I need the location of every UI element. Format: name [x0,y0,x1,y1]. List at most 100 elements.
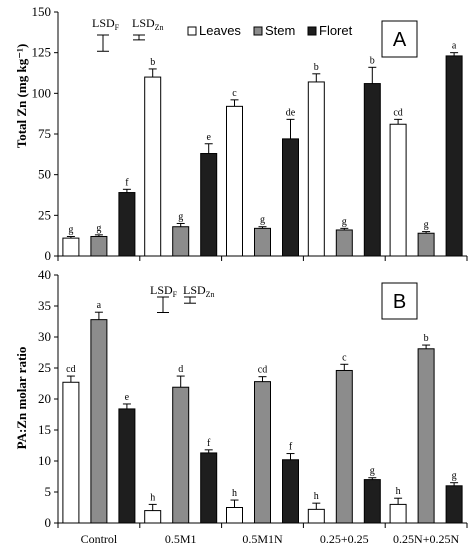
panel-b-significance-letter: e [125,392,130,403]
panel-b-significance-letter: cd [66,364,75,375]
panel-b-bar-leaves [144,510,162,524]
panel-a-significance-letter: g [342,216,347,227]
panel-b-bar-floret [363,479,381,524]
panel-b-bar-floret [282,459,299,524]
panel-b-category-label: 0.5M1N [242,532,283,546]
panel-a-bar-leaves [389,123,407,257]
panel-a-significance-letter: b [314,62,319,73]
panel-a-bar-leaves [226,105,243,257]
panel-a-significance-letter: b [150,57,155,68]
panel-b-significance-letter: cd [258,365,267,376]
panel-a-significance-letter: c [232,88,237,99]
panel-b-significance-letter: h [150,492,155,503]
panel-b-significance-letter: d [178,364,183,375]
lsd-f-label: LSDF [92,16,120,32]
panel-a-bar-floret [445,55,463,257]
lsd-zn-label: LSDZn [132,16,164,32]
panel-a-y-tick-label: 100 [32,85,52,100]
panel-a-y-tick-label: 25 [38,207,51,222]
panel-b-category-label: Control [81,532,118,546]
panel-a-bar-floret [118,192,136,257]
panel-b-y-tick-label: 30 [38,329,51,344]
panel-b-category-label: 0.5M1 [165,532,197,546]
panel-b-significance-letter: f [207,438,211,449]
panel-a-y-tick-label: 50 [38,167,51,182]
panel-a-significance-letter: g [424,220,429,231]
lsd-zn-label: LSDZn [183,283,215,299]
panel-a-bar-stem [417,232,435,257]
panel-a-bar-leaves [144,76,162,257]
panel-a-legend: Leaves Stem Floret [187,23,353,38]
panel-b-significance-letter: h [232,488,237,499]
panel-b-significance-letter: g [370,466,375,477]
panel-a-lsd: LSDF LSDZn [92,16,164,32]
panel-b-bar-stem [254,381,271,524]
panel-b-bar-floret [118,408,136,524]
panel-b-bar-leaves [307,508,325,524]
panel-b-significance-letter: f [289,442,293,453]
panel-b-lsd: LSDF LSDZn [150,283,215,299]
legend-label-leaves: Leaves [199,23,241,38]
panel-b-y-tick-label: 40 [38,267,51,282]
legend-swatch-leaves [187,26,197,36]
panel-b-significance-letter: b [424,333,429,344]
panel-b-bar-floret [445,485,463,524]
panel-b-category-label: 0.25+0.25 [320,532,369,546]
panel-a-y-tick-label: 75 [38,126,51,141]
panel-b-y-tick-label: 5 [45,484,52,499]
panel-b-bar-stem [417,348,435,524]
panel-a-significance-letter: g [178,211,183,222]
panel-a-bar-floret [282,138,299,257]
panel-b-y-tick-label: 10 [38,453,51,468]
panel-a-bar-stem [90,235,108,257]
panel-b-significance-letter: h [396,486,401,497]
panel-b-significance-letter: c [342,352,347,363]
legend-label-floret: Floret [319,23,353,38]
panel-b-y-tick-label: 0 [45,515,52,530]
legend-swatch-floret [307,26,317,36]
panel-b-bar-stem [335,369,353,524]
panel-b-bar-leaves [389,503,407,524]
panel-a-significance-letter: g [260,215,265,226]
lsd-f-label: LSDF [150,283,178,299]
panel-a-bar-leaves [307,81,325,257]
panel-a-significance-letter: b [370,55,375,66]
panel-a-chart: Total Zn (mg kg⁻¹) A Leaves Stem Floret … [14,4,468,263]
panel-a-significance-letter: g [96,223,101,234]
panel-b-letter-box: B [381,282,418,320]
panel-b-y-tick-label: 15 [38,422,51,437]
panel-b-y-axis-label: PA:Zn molar ratio [14,347,29,450]
panel-b-bar-leaves [226,507,243,524]
panel-b-significance-letter: a [97,300,102,311]
panel-a-letter: A [393,29,407,51]
panel-a-significance-letter: a [452,41,457,52]
panel-a-bar-floret [363,83,381,257]
panel-a-bar-leaves [62,237,80,257]
panel-a-bar-stem [254,227,271,257]
panel-b-bar-floret [200,452,218,524]
panel-b-letter: B [393,291,406,313]
panel-a-y-tick-label: 0 [45,248,52,263]
panel-a-significance-letter: f [125,177,129,188]
panel-b-chart: PA:Zn molar ratio B LSDF LSDZn 0 5 10 15 20 2… [14,267,468,546]
panel-b-bar-stem [90,319,108,524]
panel-a-significance-letter: de [286,107,296,118]
panel-b-significance-letter: g [452,471,457,482]
legend-swatch-stem [253,26,263,36]
panel-a-significance-letter: cd [393,107,402,118]
panel-a-bar-floret [200,153,218,257]
panel-b-y-tick-label: 20 [38,391,51,406]
panel-b-bar-stem [172,386,190,524]
panel-b-y-tick-label: 25 [38,360,51,375]
panel-b-y-tick-label: 35 [38,298,51,313]
panel-a-significance-letter: g [68,224,73,235]
panel-a-letter-box: A [381,20,418,58]
panel-a-bar-stem [172,226,190,257]
panel-a-significance-letter: e [206,132,211,143]
panel-b-bar-leaves [62,381,80,524]
legend-label-stem: Stem [265,23,295,38]
panel-b-category-label: 0.25N+0.25N [393,532,459,546]
panel-a-bar-stem [335,229,353,257]
panel-a-y-axis-label: Total Zn (mg kg⁻¹) [14,44,29,149]
